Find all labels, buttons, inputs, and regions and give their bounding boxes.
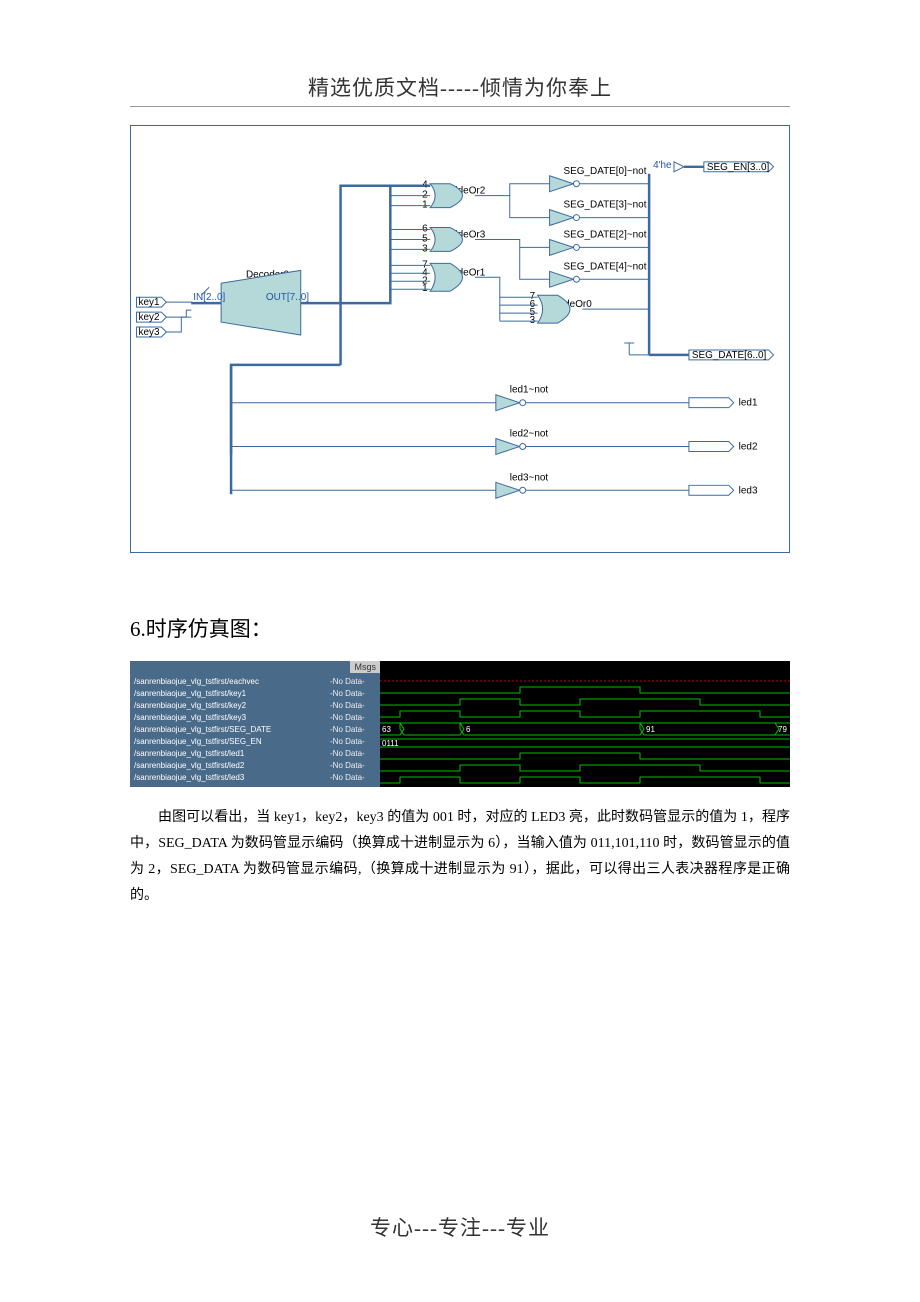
segen-output: 4'he SEG_EN[3..0] — [653, 160, 773, 173]
wideor1-gate: WideOr1 7 4 2 1 — [422, 259, 486, 294]
svg-text:OUT[7..0]: OUT[7..0] — [266, 292, 309, 303]
segdate0-not: SEG_DATE[0]~not — [550, 166, 647, 192]
waveform-plot: 63 6 91 79 0111 — [380, 661, 790, 787]
svg-text:key2: key2 — [139, 312, 160, 323]
segdate3-not: SEG_DATE[3]~not — [550, 200, 647, 226]
signal-row: /sanrenbiaojue_vlg_tstfirst/key3-No Data… — [130, 711, 380, 723]
signal-row: /sanrenbiaojue_vlg_tstfirst/SEG_EN-No Da… — [130, 735, 380, 747]
svg-text:led3: led3 — [739, 485, 758, 496]
content-area: key1 key2 key3 Decoder0 IN[2..0] OUT[7.. — [130, 125, 790, 909]
input-key2: key2 — [137, 312, 167, 323]
page-footer: 专心---专注---专业 — [0, 1212, 920, 1242]
signal-row: /sanrenbiaojue_vlg_tstfirst/led1-No Data… — [130, 747, 380, 759]
svg-text:6: 6 — [466, 725, 471, 734]
svg-text:63: 63 — [382, 725, 391, 734]
svg-text:4'he: 4'he — [653, 160, 672, 171]
svg-text:key3: key3 — [139, 327, 160, 338]
svg-text:91: 91 — [646, 725, 655, 734]
led3-not: led3~not — [496, 472, 549, 498]
svg-text:SEG_DATE[4]~not: SEG_DATE[4]~not — [564, 261, 647, 272]
segdate-output: SEG_DATE[6..0] — [689, 350, 774, 361]
paragraph-text: 由图可以看出，当 key1，key2，key3 的值为 001 时，对应的 LE… — [130, 810, 790, 903]
svg-text:SEG_EN[3..0]: SEG_EN[3..0] — [707, 162, 770, 173]
svg-text:1: 1 — [422, 200, 428, 211]
signal-row: /sanrenbiaojue_vlg_tstfirst/led2-No Data… — [130, 759, 380, 771]
svg-text:1: 1 — [422, 283, 428, 294]
led3-output: led3 — [689, 485, 758, 496]
analysis-paragraph: 由图可以看出，当 key1，key2，key3 的值为 001 时，对应的 LE… — [130, 805, 790, 909]
svg-text:led1: led1 — [739, 398, 758, 409]
segdate4-not: SEG_DATE[4]~not — [550, 261, 647, 287]
signal-row: /sanrenbiaojue_vlg_tstfirst/led3-No Data… — [130, 771, 380, 783]
signal-row: /sanrenbiaojue_vlg_tstfirst/key1-No Data… — [130, 687, 380, 699]
svg-text:key1: key1 — [139, 297, 160, 308]
svg-text:SEG_DATE[6..0]: SEG_DATE[6..0] — [692, 350, 767, 361]
footer-text: 专心---专注---专业 — [370, 1216, 550, 1240]
svg-text:SEG_DATE[0]~not: SEG_DATE[0]~not — [564, 166, 647, 177]
waveform-viewer: Msgs /sanrenbiaojue_vlg_tstfirst/eachvec… — [130, 661, 790, 787]
wideor0-gate: WideOr0 7 6 5 3 — [530, 291, 593, 326]
svg-text:led1~not: led1~not — [510, 385, 549, 396]
page-header: 精选优质文档-----倾情为你奉上 — [0, 0, 920, 102]
svg-text:led3~not: led3~not — [510, 472, 549, 483]
section6-heading: 6.时序仿真图： — [130, 613, 790, 643]
input-key3: key3 — [137, 327, 167, 338]
header-text: 精选优质文档-----倾情为你奉上 — [308, 76, 612, 100]
svg-text:79: 79 — [778, 725, 787, 734]
circuit-diagram: key1 key2 key3 Decoder0 IN[2..0] OUT[7.. — [130, 125, 790, 553]
msgs-label: Msgs — [350, 661, 380, 673]
svg-text:0111: 0111 — [382, 739, 399, 748]
svg-text:3: 3 — [422, 243, 428, 254]
svg-text:led2: led2 — [739, 441, 758, 452]
wideor2-gate: WideOr2 4 2 1 — [422, 180, 486, 211]
waveform-signal-panel: Msgs /sanrenbiaojue_vlg_tstfirst/eachvec… — [130, 661, 380, 787]
input-key1: key1 — [137, 297, 167, 308]
signal-row: /sanrenbiaojue_vlg_tstfirst/key2-No Data… — [130, 699, 380, 711]
header-rule — [130, 106, 790, 107]
signal-row: /sanrenbiaojue_vlg_tstfirst/SEG_DATE-No … — [130, 723, 380, 735]
led2-output: led2 — [689, 441, 758, 452]
svg-text:IN[2..0]: IN[2..0] — [193, 292, 225, 303]
led1-not: led1~not — [496, 385, 549, 411]
svg-text:led2~not: led2~not — [510, 429, 549, 440]
led1-output: led1 — [689, 398, 758, 409]
svg-text:SEG_DATE[2]~not: SEG_DATE[2]~not — [564, 229, 647, 240]
wideor3-gate: WideOr3 6 5 3 — [422, 224, 486, 255]
led2-not: led2~not — [496, 429, 549, 455]
segdate2-not: SEG_DATE[2]~not — [550, 229, 647, 255]
signal-row: /sanrenbiaojue_vlg_tstfirst/eachvec-No D… — [130, 675, 380, 687]
svg-text:SEG_DATE[3]~not: SEG_DATE[3]~not — [564, 200, 647, 211]
svg-text:3: 3 — [530, 315, 536, 326]
